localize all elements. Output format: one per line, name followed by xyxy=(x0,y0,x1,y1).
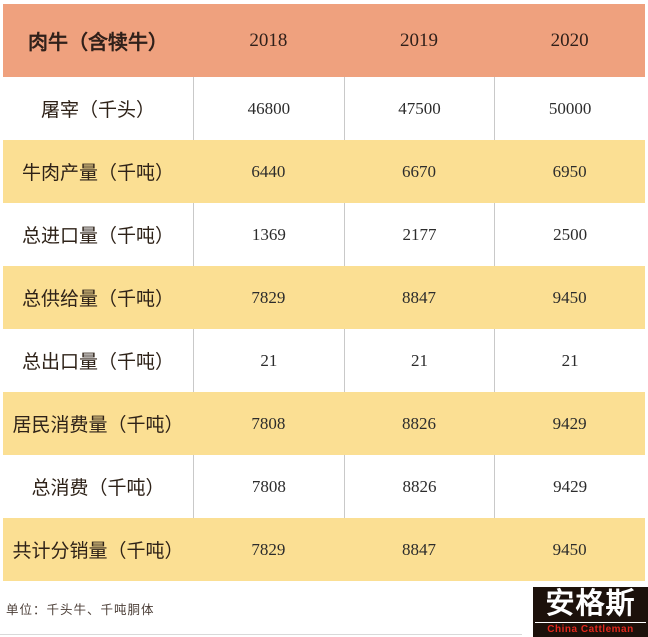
cell-value: 21 xyxy=(494,329,645,392)
cell-value: 47500 xyxy=(343,77,495,140)
cell-value: 7829 xyxy=(251,539,286,559)
cell-value: 2177 xyxy=(343,203,495,266)
row-label: 总进口量（千吨） xyxy=(21,226,174,247)
cell-value: 8847 xyxy=(402,287,436,307)
cell-value: 8826 xyxy=(402,413,436,433)
table-row: 总消费（千吨） 7808 8826 9429 xyxy=(3,455,645,518)
table-row: 总供给量（千吨） 7829 8847 9450 xyxy=(3,266,645,329)
cell-value: 6670 xyxy=(402,161,436,181)
cell-value: 50000 xyxy=(494,77,645,140)
year-column-header-2018: 2018 xyxy=(249,29,288,51)
table-row: 牛肉产量（千吨） 6440 6670 6950 xyxy=(3,140,645,203)
cell-value: 21 xyxy=(343,329,495,392)
cell-value: 21 xyxy=(193,329,344,392)
cell-value: 46800 xyxy=(193,77,344,140)
table-header-row: 肉牛（含犊牛） 2018 2019 2020 xyxy=(3,4,645,77)
row-label: 总出口量（千吨） xyxy=(21,352,174,373)
row-label: 牛肉产量（千吨） xyxy=(21,163,174,184)
cell-value: 1369 xyxy=(193,203,344,266)
table-row: 屠宰（千头） 46800 47500 50000 xyxy=(3,77,645,140)
cell-value: 7808 xyxy=(251,413,286,433)
cell-value: 6440 xyxy=(251,161,286,181)
cell-value: 6950 xyxy=(552,161,587,181)
unit-note: 单位：千头牛、千吨胴体 xyxy=(6,603,155,617)
row-label: 总供给量（千吨） xyxy=(21,289,174,310)
table-row: 共计分销量（千吨） 7829 8847 9450 xyxy=(3,518,645,581)
cell-value: 7829 xyxy=(251,287,286,307)
row-label: 屠宰（千头） xyxy=(40,100,155,121)
beef-cattle-data-table: 肉牛（含犊牛） 2018 2019 2020 屠宰（千头） 46800 47500 5… xyxy=(3,4,645,581)
cell-value: 8826 xyxy=(343,455,495,518)
row-label: 共计分销量（千吨） xyxy=(12,541,184,562)
row-label: 总消费（千吨） xyxy=(31,478,165,499)
brand-logo-subtitle: China Cattleman xyxy=(535,622,646,636)
table-title: 肉牛（含犊牛） xyxy=(28,32,168,54)
table-row: 总进口量（千吨） 1369 2177 2500 xyxy=(3,203,645,266)
cell-value: 7808 xyxy=(193,455,344,518)
cell-value: 2500 xyxy=(494,203,645,266)
cell-value: 8847 xyxy=(402,539,436,559)
year-column-header-2019: 2019 xyxy=(400,29,438,51)
table-row: 总出口量（千吨） 21 21 21 xyxy=(3,329,645,392)
cell-value: 9429 xyxy=(552,413,587,433)
cell-value: 9429 xyxy=(494,455,645,518)
table-row: 居民消费量（千吨） 7808 8826 9429 xyxy=(3,392,645,455)
table-body: 屠宰（千头） 46800 47500 50000 牛肉产量（千吨） 6440 6670 695… xyxy=(3,77,645,581)
year-column-header-2020: 2020 xyxy=(550,29,589,51)
cell-value: 9450 xyxy=(552,539,587,559)
brand-logo: 安格斯 China Cattleman xyxy=(533,587,648,637)
row-label: 居民消费量（千吨） xyxy=(12,415,184,436)
table-footer: 单位：千头牛、千吨胴体 安格斯 China Cattleman xyxy=(0,582,648,637)
cell-value: 9450 xyxy=(552,287,587,307)
brand-logo-chinese-name: 安格斯 xyxy=(545,588,636,620)
